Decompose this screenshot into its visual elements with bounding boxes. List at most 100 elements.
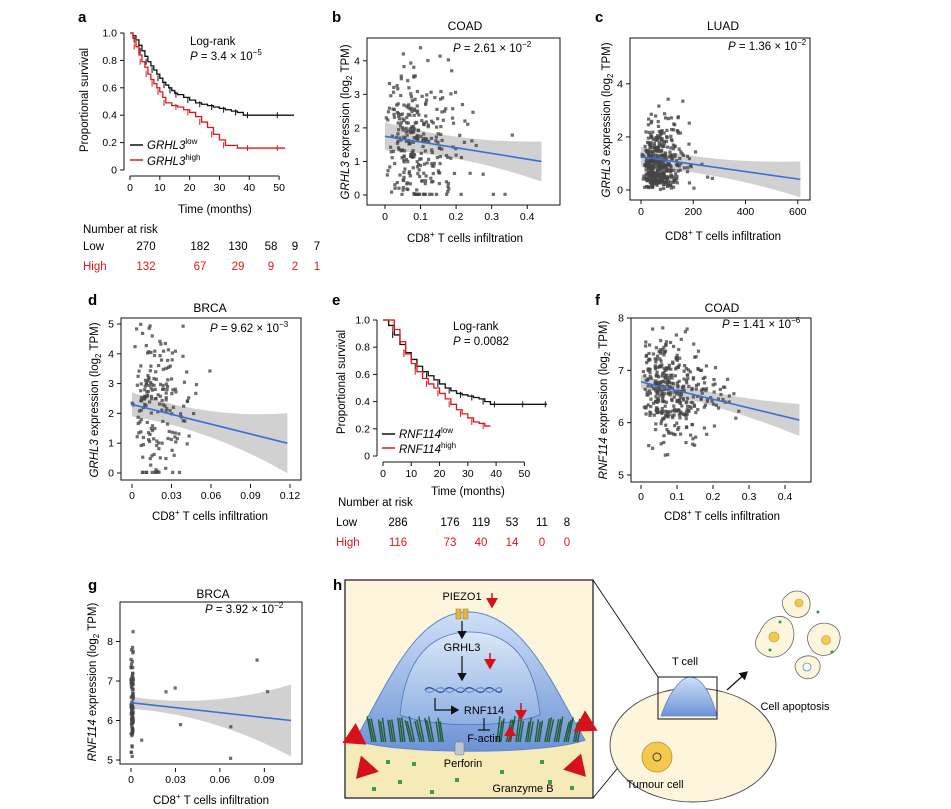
data-point <box>141 435 145 440</box>
data-point <box>405 182 409 186</box>
data-point <box>130 659 134 664</box>
data-point <box>704 387 709 391</box>
data-point <box>702 381 707 385</box>
data-point <box>451 107 455 111</box>
data-point <box>659 442 663 446</box>
data-point <box>429 90 433 94</box>
data-point <box>709 396 713 400</box>
data-point <box>161 349 166 353</box>
data-point <box>405 115 409 120</box>
data-point <box>156 410 160 414</box>
actin-filament <box>428 716 435 743</box>
data-point <box>647 117 651 121</box>
data-point <box>644 412 648 416</box>
y-tick-label: 3 <box>108 378 114 390</box>
data-point <box>716 406 721 410</box>
data-point <box>713 366 718 370</box>
data-point <box>481 172 485 176</box>
data-point <box>663 409 667 413</box>
data-point <box>441 96 445 100</box>
data-point <box>409 153 413 157</box>
data-point <box>669 165 673 169</box>
data-point <box>399 74 403 78</box>
data-point <box>148 400 152 404</box>
panel-e: e Proportional survival 0 0.2 0.4 0.6 0.8 1.0… <box>332 292 570 549</box>
data-point <box>655 181 659 185</box>
x-tick-label: 30 <box>214 182 226 194</box>
data-point <box>696 349 701 353</box>
data-point <box>653 365 658 370</box>
data-point <box>397 117 402 121</box>
panel-h: h PIEZO1 GRHL3 RNF114 F-actin <box>333 577 841 803</box>
data-point <box>663 404 667 408</box>
data-point <box>154 470 158 475</box>
data-point <box>656 137 660 141</box>
data-point <box>671 128 676 132</box>
panel-b-pvalue: P = 2.61 × 10−2 <box>453 40 532 55</box>
data-point <box>670 414 674 418</box>
tumour-nucleus <box>641 741 673 773</box>
data-point <box>645 390 649 394</box>
data-point <box>407 171 411 175</box>
actin-filament <box>368 718 375 743</box>
data-point <box>686 377 690 381</box>
data-point <box>139 430 143 434</box>
data-point <box>400 112 404 116</box>
panel-a-risk-title: Number at risk <box>83 224 158 236</box>
data-point <box>406 160 410 164</box>
data-point <box>436 140 440 144</box>
data-point <box>440 110 444 114</box>
data-point <box>415 89 419 94</box>
data-point <box>449 92 453 96</box>
y-tick-label: 1 <box>354 156 360 168</box>
data-point <box>659 381 663 385</box>
risk-cell: 2 <box>292 261 298 273</box>
data-point <box>418 174 422 179</box>
data-point <box>694 383 699 388</box>
data-point <box>651 130 655 134</box>
data-point <box>161 403 165 407</box>
data-point <box>173 435 177 439</box>
data-point <box>663 373 668 378</box>
panel-f: f COAD 0 0.1 0.2 0.3 0.4 5 6 7 8 P = 1.41 × 10−6… <box>595 292 812 523</box>
data-point <box>670 376 674 380</box>
data-point <box>430 192 434 196</box>
legend-low: GRHL3low <box>147 137 198 152</box>
data-point <box>130 708 134 712</box>
data-point <box>414 192 418 196</box>
data-point <box>415 109 420 113</box>
data-point <box>449 156 453 160</box>
panel-g-xlabel: CD8+ T cells infiltration <box>153 792 269 807</box>
data-point <box>410 99 414 103</box>
risk-row-label: Low <box>336 517 358 529</box>
data-point <box>393 186 397 190</box>
data-point <box>648 371 652 375</box>
data-point <box>662 440 666 445</box>
data-point <box>673 374 677 378</box>
data-point <box>718 387 722 392</box>
data-point <box>166 436 170 441</box>
data-point <box>674 333 678 337</box>
data-point <box>675 381 680 385</box>
data-point <box>150 397 154 401</box>
data-point <box>129 662 134 666</box>
data-point <box>723 385 727 389</box>
data-point <box>405 133 409 137</box>
actin-filament <box>416 719 423 743</box>
actin-filament <box>498 720 503 743</box>
risk-cell: 176 <box>440 517 459 529</box>
data-point <box>139 364 143 368</box>
data-point <box>647 130 651 135</box>
data-point <box>400 148 404 153</box>
arrow-icon <box>726 671 748 691</box>
data-point <box>679 337 683 341</box>
data-point <box>131 678 135 682</box>
label-rnf114: RNF114 <box>464 705 504 717</box>
data-point <box>158 394 162 398</box>
data-point <box>650 185 655 189</box>
data-point <box>671 344 676 349</box>
x-tick-label: 40 <box>490 468 502 480</box>
panel-d-frame <box>120 317 302 481</box>
data-point <box>402 65 406 69</box>
y-tick-label: 2 <box>617 131 623 143</box>
